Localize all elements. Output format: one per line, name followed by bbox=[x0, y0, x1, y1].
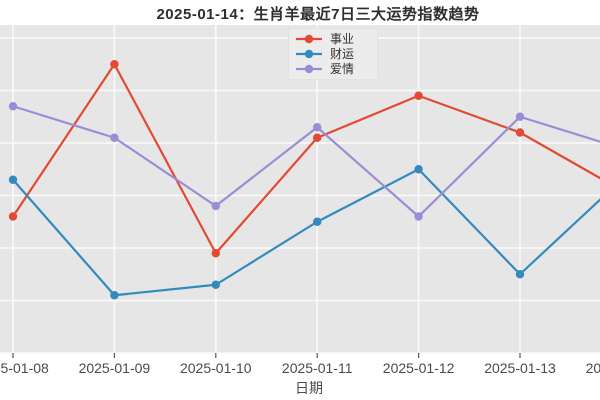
data-point bbox=[515, 270, 525, 279]
data-point bbox=[414, 212, 423, 221]
data-point bbox=[515, 112, 525, 121]
data-point bbox=[211, 201, 220, 211]
legend-line-marker-icon bbox=[296, 64, 322, 74]
data-point bbox=[313, 123, 322, 132]
data-point bbox=[8, 102, 18, 111]
legend: 事业 财运 爱情 bbox=[288, 28, 378, 80]
data-point bbox=[414, 91, 423, 100]
x-tick-label: 2025-01-13 bbox=[484, 360, 556, 376]
legend-line-marker-icon bbox=[296, 34, 322, 44]
x-tick-label: 2025-01-10 bbox=[180, 360, 252, 376]
data-point bbox=[211, 280, 220, 289]
x-tick-label: 2025-01-12 bbox=[383, 360, 455, 376]
legend-marker-dot-icon bbox=[304, 49, 314, 59]
data-point bbox=[515, 128, 525, 137]
x-tick-label: 2025-01-14 bbox=[586, 360, 600, 376]
x-tick-label: 2025-01-09 bbox=[79, 360, 151, 376]
x-tick-label: 2025-01-11 bbox=[282, 360, 353, 376]
data-point bbox=[8, 175, 18, 184]
data-point bbox=[110, 291, 119, 300]
data-point bbox=[211, 249, 220, 258]
x-axis-title: 日期 bbox=[295, 380, 323, 396]
legend-label-wealth: 财运 bbox=[330, 47, 355, 61]
data-point bbox=[110, 60, 119, 69]
legend-marker-dot-icon bbox=[304, 34, 314, 44]
legend-label-career: 事业 bbox=[330, 32, 355, 46]
legend-label-love: 爱情 bbox=[330, 62, 355, 76]
x-tick-label: 2025-01-08 bbox=[0, 360, 49, 376]
legend-item-career: 事业 bbox=[294, 32, 371, 46]
data-point bbox=[313, 133, 322, 142]
data-point bbox=[313, 217, 322, 226]
chart-title: 2025-01-14：生肖羊最近7日三大运势指数趋势 bbox=[156, 6, 480, 23]
data-point bbox=[110, 133, 119, 142]
legend-item-wealth: 财运 bbox=[294, 47, 371, 61]
legend-marker-dot-icon bbox=[304, 64, 314, 74]
legend-item-love: 爱情 bbox=[294, 62, 371, 76]
data-point bbox=[414, 165, 423, 174]
data-point bbox=[8, 212, 18, 221]
legend-line-marker-icon bbox=[296, 49, 322, 59]
